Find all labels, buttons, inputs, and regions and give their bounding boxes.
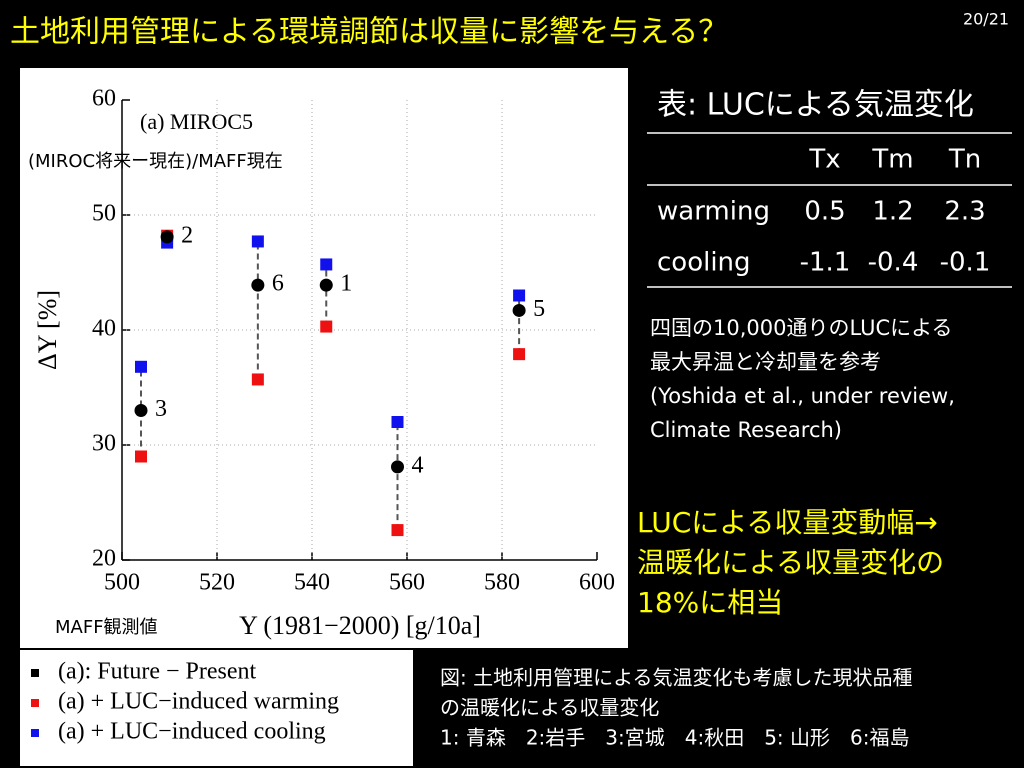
note-line: 四国の10,000通りのLUCによる — [650, 316, 953, 340]
point — [513, 289, 526, 302]
caption-line: の温暖化による収量変化 — [440, 696, 659, 720]
table-cell: 0.5 — [804, 197, 845, 227]
caption-line: 1: 青森 2:岩手 3:宮城 4:秋田 5: 山形 6:福島 — [440, 726, 910, 750]
point — [135, 450, 147, 463]
table-cell: warming — [657, 197, 770, 227]
note-line: (Yoshida et al., under review, — [650, 384, 955, 408]
table-cell: -1.1 — [800, 248, 851, 278]
point — [320, 320, 333, 333]
x-tick-label: 560 — [389, 570, 425, 596]
legend-marker — [31, 729, 39, 737]
x-axis-label: Y (1981−2000) [g/10a] — [239, 611, 481, 640]
x-tick-label: 540 — [294, 570, 330, 596]
highlight-line: LUCによる収量変動幅→ — [637, 506, 938, 539]
y-tick-label: 30 — [92, 431, 116, 457]
point — [513, 348, 526, 361]
legend-marker — [31, 669, 39, 677]
table-cell: cooling — [657, 248, 751, 278]
point — [135, 360, 147, 373]
point — [319, 278, 333, 292]
point — [251, 373, 264, 386]
panel-label: (a) MIROC5 — [140, 109, 253, 134]
table-cell: -0.1 — [940, 248, 991, 278]
y-tick-label: 50 — [92, 201, 116, 227]
point-label: 3 — [155, 396, 167, 422]
legend-label: (a) + LUC−induced warming — [58, 689, 339, 715]
overlay-label: (MIROC将来ー現在)/MAFF現在 — [28, 151, 283, 172]
caption-line: 図: 土地利用管理による気温変化も考慮した現状品種 — [440, 666, 913, 690]
note-line: Climate Research) — [650, 418, 842, 442]
legend-label: (a) + LUC−induced cooling — [58, 719, 326, 745]
legend-marker — [31, 699, 39, 707]
table-header: Tm — [871, 145, 913, 175]
table-title: 表: LUCによる気温変化 — [657, 88, 974, 123]
table-cell: 2.3 — [944, 197, 985, 227]
y-tick-label: 40 — [92, 316, 116, 342]
note-line: 最大昇温と冷却量を参考 — [650, 350, 881, 374]
point — [391, 524, 404, 537]
x-tick-label: 580 — [484, 570, 520, 596]
x-note: MAFF観測値 — [55, 617, 158, 638]
point-label: 4 — [412, 452, 424, 478]
highlight-line: 温暖化による収量変化の — [637, 546, 944, 579]
point — [320, 258, 333, 271]
x-tick-label: 600 — [579, 570, 615, 596]
point — [512, 303, 526, 317]
legend-label: (a): Future − Present — [58, 659, 256, 685]
point-label: 5 — [533, 296, 545, 322]
table-header: Tn — [948, 145, 981, 175]
point — [251, 278, 265, 292]
x-tick-label: 500 — [104, 570, 140, 596]
point — [134, 404, 148, 417]
point — [391, 460, 404, 474]
legend-panel — [20, 650, 413, 766]
table-cell: -0.4 — [868, 248, 919, 278]
point-label: 2 — [181, 222, 193, 248]
y-tick-label: 20 — [92, 546, 116, 572]
point-label: 6 — [272, 271, 284, 297]
x-tick-label: 520 — [199, 570, 235, 596]
slide-title: 土地利用管理による環境調節は収量に影響を与える？ — [10, 15, 728, 50]
page-number: 20/21 — [963, 10, 1009, 29]
y-tick-label: 60 — [92, 86, 116, 112]
point — [160, 230, 174, 244]
table-cell: 1.2 — [872, 197, 913, 227]
point — [251, 235, 264, 248]
caption-box — [415, 650, 1024, 768]
y-axis-label: ΔY [%] — [33, 290, 62, 370]
table-header: Tx — [808, 145, 840, 175]
point-label: 1 — [340, 271, 352, 297]
highlight-line: 18%に相当 — [637, 586, 783, 619]
point — [391, 416, 404, 428]
